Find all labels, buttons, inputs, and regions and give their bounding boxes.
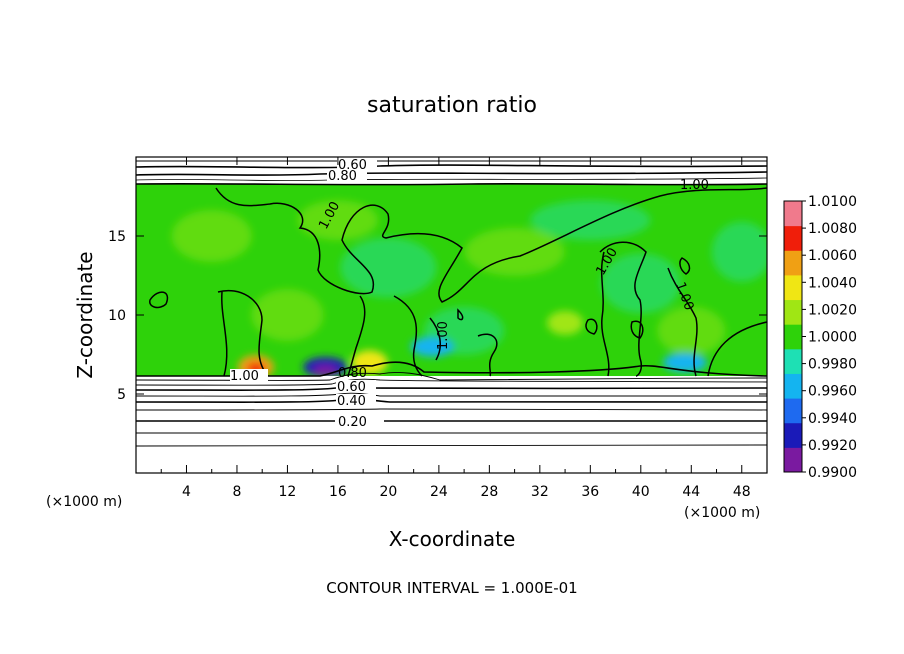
colorbar-label: 0.9960 [808, 384, 857, 400]
colorbar-swatch [784, 274, 802, 301]
plot-area: 0.60 0.80 1.00 1.00 1.00 1.00 1.00 1.00 … [135, 156, 768, 474]
colorbar-swatch [784, 447, 802, 473]
colorbar-label: 1.0000 [808, 330, 857, 346]
colorbar-swatch [784, 398, 802, 424]
y-axis-units: (×1000 m) [46, 494, 122, 510]
y-tick-label: 5 [117, 387, 126, 403]
x-tick-label: 8 [232, 484, 241, 500]
x-tick-label: 20 [379, 484, 397, 500]
colorbar-swatch [784, 324, 802, 350]
x-tick-label: 48 [733, 484, 751, 500]
field-texture [530, 200, 651, 241]
x-tick-label: 40 [632, 484, 650, 500]
cool-spot [410, 336, 455, 357]
colorbar-swatch [784, 422, 802, 448]
y-tick-label: 10 [108, 308, 126, 324]
contour-label-top-080: 0.80 [328, 169, 357, 184]
field-texture [600, 253, 681, 314]
field-texture [251, 289, 324, 341]
colorbar-label: 1.0080 [808, 221, 857, 237]
contour-label-100-b: 1.00 [436, 321, 451, 350]
field-texture [340, 237, 437, 298]
colorbar-swatch [784, 250, 802, 276]
colorbar-label: 1.0060 [808, 248, 857, 264]
x-axis-units: (×1000 m) [684, 505, 760, 521]
x-tick-label: 32 [531, 484, 549, 500]
contour-label-mid-060: 0.60 [337, 380, 366, 395]
cool-spot [662, 352, 707, 373]
field-group [136, 184, 767, 376]
x-tick-label: 24 [430, 484, 448, 500]
colorbar-swatch [784, 201, 802, 227]
colorbar-label: 1.0100 [808, 194, 857, 210]
x-axis-ticks: 4 8 12 16 20 24 28 32 36 40 44 48 [160, 157, 751, 500]
y-axis-ticks: 5 10 15 [108, 229, 767, 403]
colorbar: 0.9900 0.9920 0.9940 0.9960 0.9980 1.0000 1.00… [783, 194, 857, 481]
contour-label-mid-080: 0.80 [338, 366, 367, 381]
warm-spot [351, 350, 388, 375]
x-tick-label: 4 [182, 484, 191, 500]
contour-label-020: 0.20 [338, 415, 367, 430]
colorbar-swatch [784, 348, 802, 374]
field-texture [657, 306, 726, 355]
contour-label-040: 0.40 [337, 394, 366, 409]
colorbar-label: 0.9920 [808, 438, 857, 454]
mid-contours [149, 187, 768, 377]
contour-interval-note: CONTOUR INTERVAL = 1.000E-01 [326, 579, 577, 597]
x-tick-label: 36 [581, 484, 599, 500]
colorbar-swatch [784, 373, 802, 399]
x-tick-label: 16 [329, 484, 347, 500]
field-texture [464, 227, 565, 276]
colorbar-label: 0.9980 [808, 357, 857, 373]
x-tick-label: 12 [279, 484, 297, 500]
colorbar-label: 1.0040 [808, 275, 857, 291]
colorbar-swatch [784, 225, 802, 251]
y-axis-label: Z-coordinate [73, 251, 97, 378]
colorbar-swatch [784, 299, 802, 325]
warm-spot [547, 310, 584, 335]
lower-contours [135, 361, 768, 447]
colorbar-label: 1.0020 [808, 302, 857, 318]
colorbar-label: 0.9940 [808, 411, 857, 427]
chart-title: saturation ratio [367, 93, 537, 118]
x-axis-label: X-coordinate [389, 527, 516, 551]
colorbar-label: 0.9900 [808, 465, 857, 481]
x-tick-label: 28 [480, 484, 498, 500]
field-texture [171, 210, 252, 262]
contour-label-100-base: 1.00 [230, 369, 259, 384]
field-texture [711, 221, 767, 282]
x-tick-label: 44 [682, 484, 700, 500]
contour-label-top-100: 1.00 [680, 178, 709, 193]
cool-core [313, 365, 338, 376]
y-tick-label: 15 [108, 229, 126, 245]
